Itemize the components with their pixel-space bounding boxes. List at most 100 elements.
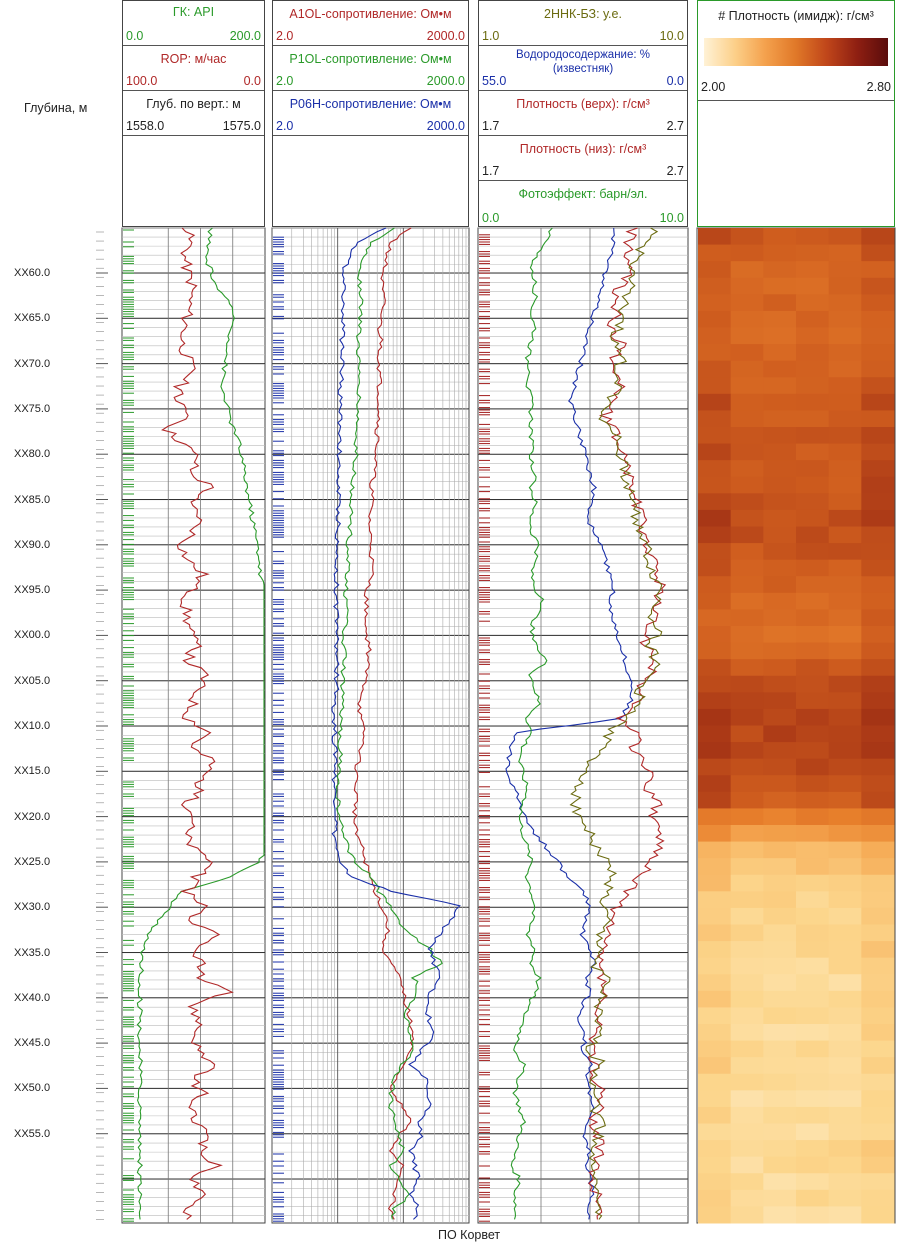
- depth-tick-label: XX20.0: [14, 810, 51, 823]
- header-density-bottom: Плотность (низ): г/см³ 1.7 2.7: [479, 136, 687, 181]
- image-cell: [763, 1007, 797, 1025]
- curve-A1OL: [351, 227, 415, 1220]
- depth-tick-label: XX40.0: [14, 991, 51, 1004]
- header-rop: ROP: м/час 100.0 0.0: [123, 46, 264, 91]
- image-cell: [828, 493, 862, 511]
- image-cell: [730, 825, 764, 843]
- image-cell: [763, 1140, 797, 1158]
- image-cell: [861, 460, 895, 478]
- image-cell: [796, 758, 830, 776]
- image-cell: [698, 1073, 732, 1091]
- image-cell: [698, 957, 732, 975]
- image-cell: [698, 427, 732, 445]
- curve-Фотоэффект: [510, 227, 553, 1220]
- image-cell: [796, 526, 830, 544]
- image-cell: [861, 874, 895, 892]
- image-cell: [796, 393, 830, 411]
- image-cell: [730, 974, 764, 992]
- image-cell: [763, 1090, 797, 1108]
- image-cell: [730, 427, 764, 445]
- image-cell: [796, 377, 830, 395]
- image-cell: [796, 725, 830, 743]
- image-cell: [828, 592, 862, 610]
- image-cell: [698, 725, 732, 743]
- depth-tick-label: XX50.0: [14, 1082, 51, 1095]
- image-cell: [730, 1189, 764, 1207]
- image-cell: [698, 974, 732, 992]
- image-cell: [763, 1024, 797, 1042]
- header-hydrogen: Водородосодержание: % (известняк) 55.0 0…: [479, 46, 687, 91]
- image-cell: [763, 1206, 797, 1224]
- image-cell: [861, 858, 895, 876]
- header-tvd: Глуб. по верт.: м 1558.0 1575.0: [123, 91, 264, 136]
- image-cell: [698, 626, 732, 644]
- image-cell: [796, 294, 830, 312]
- image-cell: [763, 344, 797, 362]
- image-cell: [763, 775, 797, 793]
- image-cell: [796, 642, 830, 660]
- image-cell: [828, 775, 862, 793]
- image-cell: [730, 509, 764, 527]
- image-cell: [698, 1007, 732, 1025]
- image-cell: [861, 1073, 895, 1091]
- image-cell: [828, 808, 862, 826]
- image-cell: [828, 626, 862, 644]
- image-cell: [730, 244, 764, 262]
- image-cell: [698, 327, 732, 345]
- image-cell: [698, 443, 732, 461]
- image-cell: [828, 228, 862, 246]
- image-cell: [730, 543, 764, 561]
- image-cell: [763, 360, 797, 378]
- image-cell: [828, 1024, 862, 1042]
- image-cell: [763, 261, 797, 279]
- image-cell: [730, 941, 764, 959]
- image-cell: [698, 891, 732, 909]
- header-max: 1575.0: [222, 119, 261, 133]
- image-cell: [861, 957, 895, 975]
- image-cell: [763, 1189, 797, 1207]
- image-cell: [763, 509, 797, 527]
- image-cell: [828, 1007, 862, 1025]
- image-cell: [796, 775, 830, 793]
- image-cell: [730, 261, 764, 279]
- header-min: 2.00: [701, 80, 726, 94]
- header-min: 1.7: [482, 119, 500, 133]
- image-cell: [698, 1090, 732, 1108]
- depth-tick-label: XX35.0: [14, 946, 51, 959]
- image-cell: [796, 692, 830, 710]
- image-cell: [730, 360, 764, 378]
- image-cell: [861, 907, 895, 925]
- image-cell: [763, 377, 797, 395]
- image-cell: [763, 924, 797, 942]
- header-title: ROP: м/час: [160, 52, 227, 66]
- image-cell: [730, 327, 764, 345]
- image-cell: [796, 592, 830, 610]
- image-cell: [861, 559, 895, 577]
- image-cell: [796, 327, 830, 345]
- header-max: 0.0: [243, 74, 261, 88]
- image-cell: [796, 443, 830, 461]
- image-cell: [861, 228, 895, 246]
- image-cell: [861, 808, 895, 826]
- image-cell: [828, 708, 862, 726]
- image-cell: [763, 758, 797, 776]
- image-cell: [828, 841, 862, 859]
- header-title: P06H-сопротивление: Ом•м: [289, 97, 452, 111]
- image-cell: [698, 1040, 732, 1058]
- image-cell: [763, 675, 797, 693]
- image-cell: [828, 310, 862, 328]
- image-cell: [861, 509, 895, 527]
- header-max: 200.0: [229, 29, 261, 43]
- curve-P06H: [331, 227, 461, 1220]
- image-cell: [828, 1057, 862, 1075]
- image-cell: [828, 410, 862, 428]
- image-cell: [763, 907, 797, 925]
- image-cell: [861, 1206, 895, 1224]
- image-cell: [763, 427, 797, 445]
- image-cell: [828, 476, 862, 494]
- image-cell: [698, 990, 732, 1008]
- image-cell: [796, 310, 830, 328]
- image-cell: [730, 924, 764, 942]
- image-cell: [828, 742, 862, 760]
